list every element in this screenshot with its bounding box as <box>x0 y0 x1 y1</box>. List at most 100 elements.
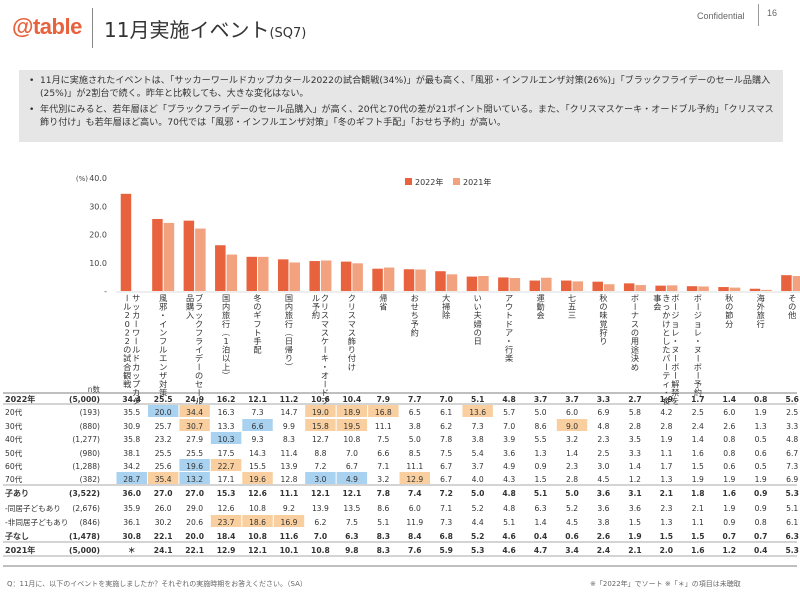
svg-text:ス: ス <box>348 310 356 320</box>
table-cell: 13.9 <box>312 504 329 513</box>
table-cell: 8.3 <box>283 435 295 444</box>
category-label: その他 <box>788 293 796 320</box>
table-cell: 8.4 <box>408 532 421 541</box>
svg-text:ク: ク <box>321 293 329 303</box>
table-cell: 13.5 <box>343 504 360 513</box>
table-cell: 1.9 <box>723 475 735 484</box>
table-cell: 7.2 <box>439 489 452 498</box>
svg-text:1: 1 <box>223 336 228 346</box>
table-cell: 0.4 <box>534 532 547 541</box>
bar-2021 <box>258 256 269 291</box>
svg-text:会: 会 <box>536 310 544 320</box>
row-n: (1,478) <box>69 532 100 541</box>
table-cell: 4.8 <box>502 395 515 404</box>
svg-text:い: い <box>474 293 482 303</box>
table-cell: 12.6 <box>218 504 235 513</box>
bar-2021 <box>572 281 584 291</box>
svg-text:解: 解 <box>671 379 679 389</box>
bar-2022 <box>183 220 195 291</box>
table-cell: 1.2 <box>629 475 641 484</box>
svg-text:フ: フ <box>253 319 261 329</box>
row-label: 40代 <box>5 434 23 444</box>
table-cell: 5.7 <box>503 408 515 417</box>
svg-text:掃: 掃 <box>442 302 450 312</box>
svg-text:ザ: ザ <box>159 370 167 380</box>
table-cell: 1.3 <box>660 475 672 484</box>
bar-2021 <box>666 285 678 291</box>
table-cell: 10.8 <box>248 532 267 541</box>
table-cell: 1.6 <box>723 489 736 498</box>
table-cell: 7.0 <box>314 532 327 541</box>
table-cell: 4.9 <box>503 462 515 471</box>
table-cell: 30.9 <box>123 422 140 431</box>
table-cell: 10.8 <box>343 435 360 444</box>
svg-text:ラ: ラ <box>195 302 203 312</box>
svg-text:（: （ <box>221 328 231 336</box>
bar-2021 <box>226 254 238 291</box>
table-cell: 5.3 <box>471 546 484 555</box>
bar-2021 <box>761 289 772 291</box>
svg-text:た: た <box>662 345 670 355</box>
table-cell: 3.5 <box>629 435 641 444</box>
bar-2022 <box>340 261 352 291</box>
table-cell: 1.9 <box>692 475 704 484</box>
svg-text:ー: ー <box>320 345 330 353</box>
category-label: クリスマス飾り付け <box>348 293 356 372</box>
table-cell: 1.4 <box>535 518 547 527</box>
table-cell: 3.3 <box>786 422 798 431</box>
table-cell: 7.5 <box>440 449 452 458</box>
svg-text:運: 運 <box>536 293 544 303</box>
svg-text:を: を <box>671 396 679 406</box>
summary-bullet: 年代別にみると、若年層ほど「ブラックフライデーのセール品購入」が高く、20代と7… <box>27 104 775 130</box>
svg-text:除: 除 <box>442 310 450 320</box>
table-cell: 25.6 <box>155 462 172 471</box>
table-cell: 9.3 <box>251 435 263 444</box>
svg-text:デ: デ <box>195 353 204 363</box>
table-cell: 11.1 <box>375 422 392 431</box>
svg-text:行: 行 <box>505 345 513 355</box>
svg-text:日: 日 <box>285 336 293 346</box>
svg-text:ボ: ボ <box>694 293 702 303</box>
svg-text:事: 事 <box>653 293 661 303</box>
cell-highlight <box>210 515 242 527</box>
svg-text:三: 三 <box>568 310 576 320</box>
table-cell: 4.5 <box>597 475 609 484</box>
table-cell: 14.3 <box>249 449 266 458</box>
table-cell: 8.6 <box>377 504 389 513</box>
table-cell: 0.8 <box>755 518 767 527</box>
table-cell: 5.1 <box>471 395 484 404</box>
table-cell: 1.4 <box>566 449 578 458</box>
svg-text:入: 入 <box>186 310 194 320</box>
svg-text:・: ・ <box>320 363 330 371</box>
svg-text:行: 行 <box>222 319 230 329</box>
table-cell: 1.9 <box>660 435 672 444</box>
cell-highlight <box>305 419 336 431</box>
table-cell: 20.6 <box>186 518 203 527</box>
svg-text:ト: ト <box>505 310 513 320</box>
bar-2022 <box>120 193 132 291</box>
bar-2021 <box>478 276 489 291</box>
svg-text:楽: 楽 <box>505 353 513 363</box>
svg-text:と: と <box>662 327 670 337</box>
cell-highlight <box>242 419 273 431</box>
table-cell: 1.5 <box>660 532 673 541</box>
table-cell: 4.9 <box>346 475 358 484</box>
table-cell: 35.9 <box>123 504 140 513</box>
row-n: (1,277) <box>72 435 100 444</box>
table-cell: 7.1 <box>377 462 389 471</box>
bar-2021 <box>541 277 552 291</box>
table-cell: 13.2 <box>186 475 203 484</box>
table-cell: 1.7 <box>691 395 704 404</box>
table-cell: 7.9 <box>377 395 390 404</box>
svg-text:ジ: ジ <box>694 310 702 320</box>
table-cell: 6.8 <box>439 532 452 541</box>
y-unit-label: (%) <box>76 175 88 183</box>
table-cell: 10.6 <box>311 395 330 404</box>
bar-2021 <box>163 222 175 291</box>
table-cell: 0.7 <box>754 532 767 541</box>
svg-text:ィ: ィ <box>662 379 670 389</box>
svg-text:観: 観 <box>123 370 131 380</box>
svg-text:せ: せ <box>411 302 419 312</box>
table-cell: 19.0 <box>312 408 329 417</box>
table-cell: 16.8 <box>375 408 392 417</box>
